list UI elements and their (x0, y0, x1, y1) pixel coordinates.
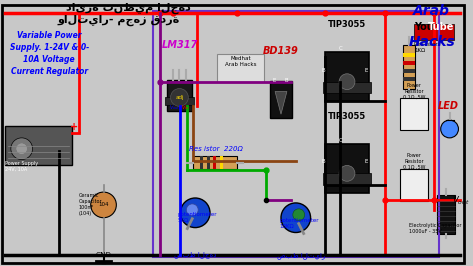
Text: C: C (339, 138, 343, 143)
Text: دائرة تنظيم الجهد: دائرة تنظيم الجهد (66, 3, 191, 14)
Bar (324, 173, 371, 185)
Bar (414, 24, 454, 40)
Circle shape (339, 165, 355, 181)
Bar (403, 45, 415, 89)
Text: +: + (70, 122, 78, 132)
Bar (400, 98, 428, 130)
Bar (165, 97, 194, 105)
Text: Variable Power: Variable Power (17, 31, 81, 40)
Text: potentiometer
5KΩ: potentiometer 5KΩ (177, 212, 217, 223)
Text: والتيار- مجهز قدرة: والتيار- مجهز قدرة (57, 15, 179, 26)
Text: TIP3055: TIP3055 (328, 112, 366, 121)
Bar (403, 69, 415, 73)
Circle shape (171, 89, 188, 106)
Text: B: B (285, 78, 289, 83)
Text: C: C (339, 46, 343, 51)
Text: adj: adj (175, 95, 184, 100)
Bar (220, 156, 223, 169)
Text: E: E (272, 78, 275, 83)
Text: GND: GND (96, 252, 112, 258)
Text: Power
Resistor
0.1Ω ,5W: Power Resistor 0.1Ω ,5W (403, 83, 425, 99)
Text: B: B (322, 160, 325, 164)
Bar (403, 77, 415, 81)
Text: Medhat
Arab Hacks: Medhat Arab Hacks (225, 56, 256, 67)
Circle shape (11, 138, 33, 160)
Bar (166, 80, 192, 111)
Text: Tube: Tube (428, 22, 454, 32)
Text: Power
Resistor
0.1Ω ,5W: Power Resistor 0.1Ω ,5W (403, 153, 425, 169)
Text: E: E (365, 160, 368, 164)
Text: LED: LED (438, 101, 459, 111)
Bar (400, 169, 428, 201)
Text: ضبط التيار: ضبط التيار (277, 252, 325, 259)
Text: LM317: LM317 (161, 40, 198, 50)
Bar (200, 156, 202, 169)
Text: Res istor  220Ω: Res istor 220Ω (189, 146, 243, 152)
Text: You: You (414, 22, 434, 32)
Text: Res istor
1KΩ: Res istor 1KΩ (414, 42, 438, 53)
Text: $V_{out}$: $V_{out}$ (168, 103, 180, 112)
Circle shape (441, 120, 458, 138)
Text: BD139: BD139 (263, 46, 299, 56)
Bar (324, 82, 371, 93)
Bar (437, 195, 455, 235)
Bar (5, 126, 72, 165)
Text: $V_{in}$: $V_{in}$ (182, 103, 190, 112)
Text: 104: 104 (98, 202, 109, 207)
Bar (270, 81, 292, 118)
Text: ضبط الجهد: ضبط الجهد (174, 251, 217, 258)
Text: potentiometer
10KΩ: potentiometer 10KΩ (279, 218, 318, 228)
Circle shape (186, 204, 198, 216)
Bar (207, 156, 210, 169)
Circle shape (281, 203, 311, 232)
Polygon shape (275, 92, 287, 114)
Text: Electrolytic Capacitor
1000uF - 35V: Electrolytic Capacitor 1000uF - 35V (409, 223, 462, 234)
Circle shape (91, 192, 116, 218)
Bar (403, 61, 415, 65)
Text: Arab: Arab (413, 4, 450, 18)
Text: Power Supply
24V, 10A: Power Supply 24V, 10A (5, 161, 38, 171)
Text: $V_{out}$: $V_{out}$ (452, 195, 469, 207)
Circle shape (180, 198, 210, 228)
Bar (325, 52, 369, 101)
Bar (193, 156, 236, 169)
Bar (213, 156, 217, 169)
Text: E: E (365, 68, 368, 73)
Text: Supply. 1-24V & 0-: Supply. 1-24V & 0- (9, 43, 89, 52)
Text: Ceramic
Capacitor
100nF
(104): Ceramic Capacitor 100nF (104) (79, 193, 103, 216)
Bar (153, 11, 439, 257)
Circle shape (17, 144, 26, 154)
Bar (403, 53, 415, 57)
Bar (325, 144, 369, 193)
Text: Current Regulator: Current Regulator (11, 67, 88, 76)
Bar (217, 54, 264, 82)
Text: B: B (322, 68, 325, 73)
Text: TIP3055: TIP3055 (328, 20, 366, 30)
Text: Hacks: Hacks (409, 35, 455, 49)
Circle shape (293, 209, 305, 221)
Text: 10A Voltage: 10A Voltage (24, 55, 75, 64)
Circle shape (339, 74, 355, 90)
